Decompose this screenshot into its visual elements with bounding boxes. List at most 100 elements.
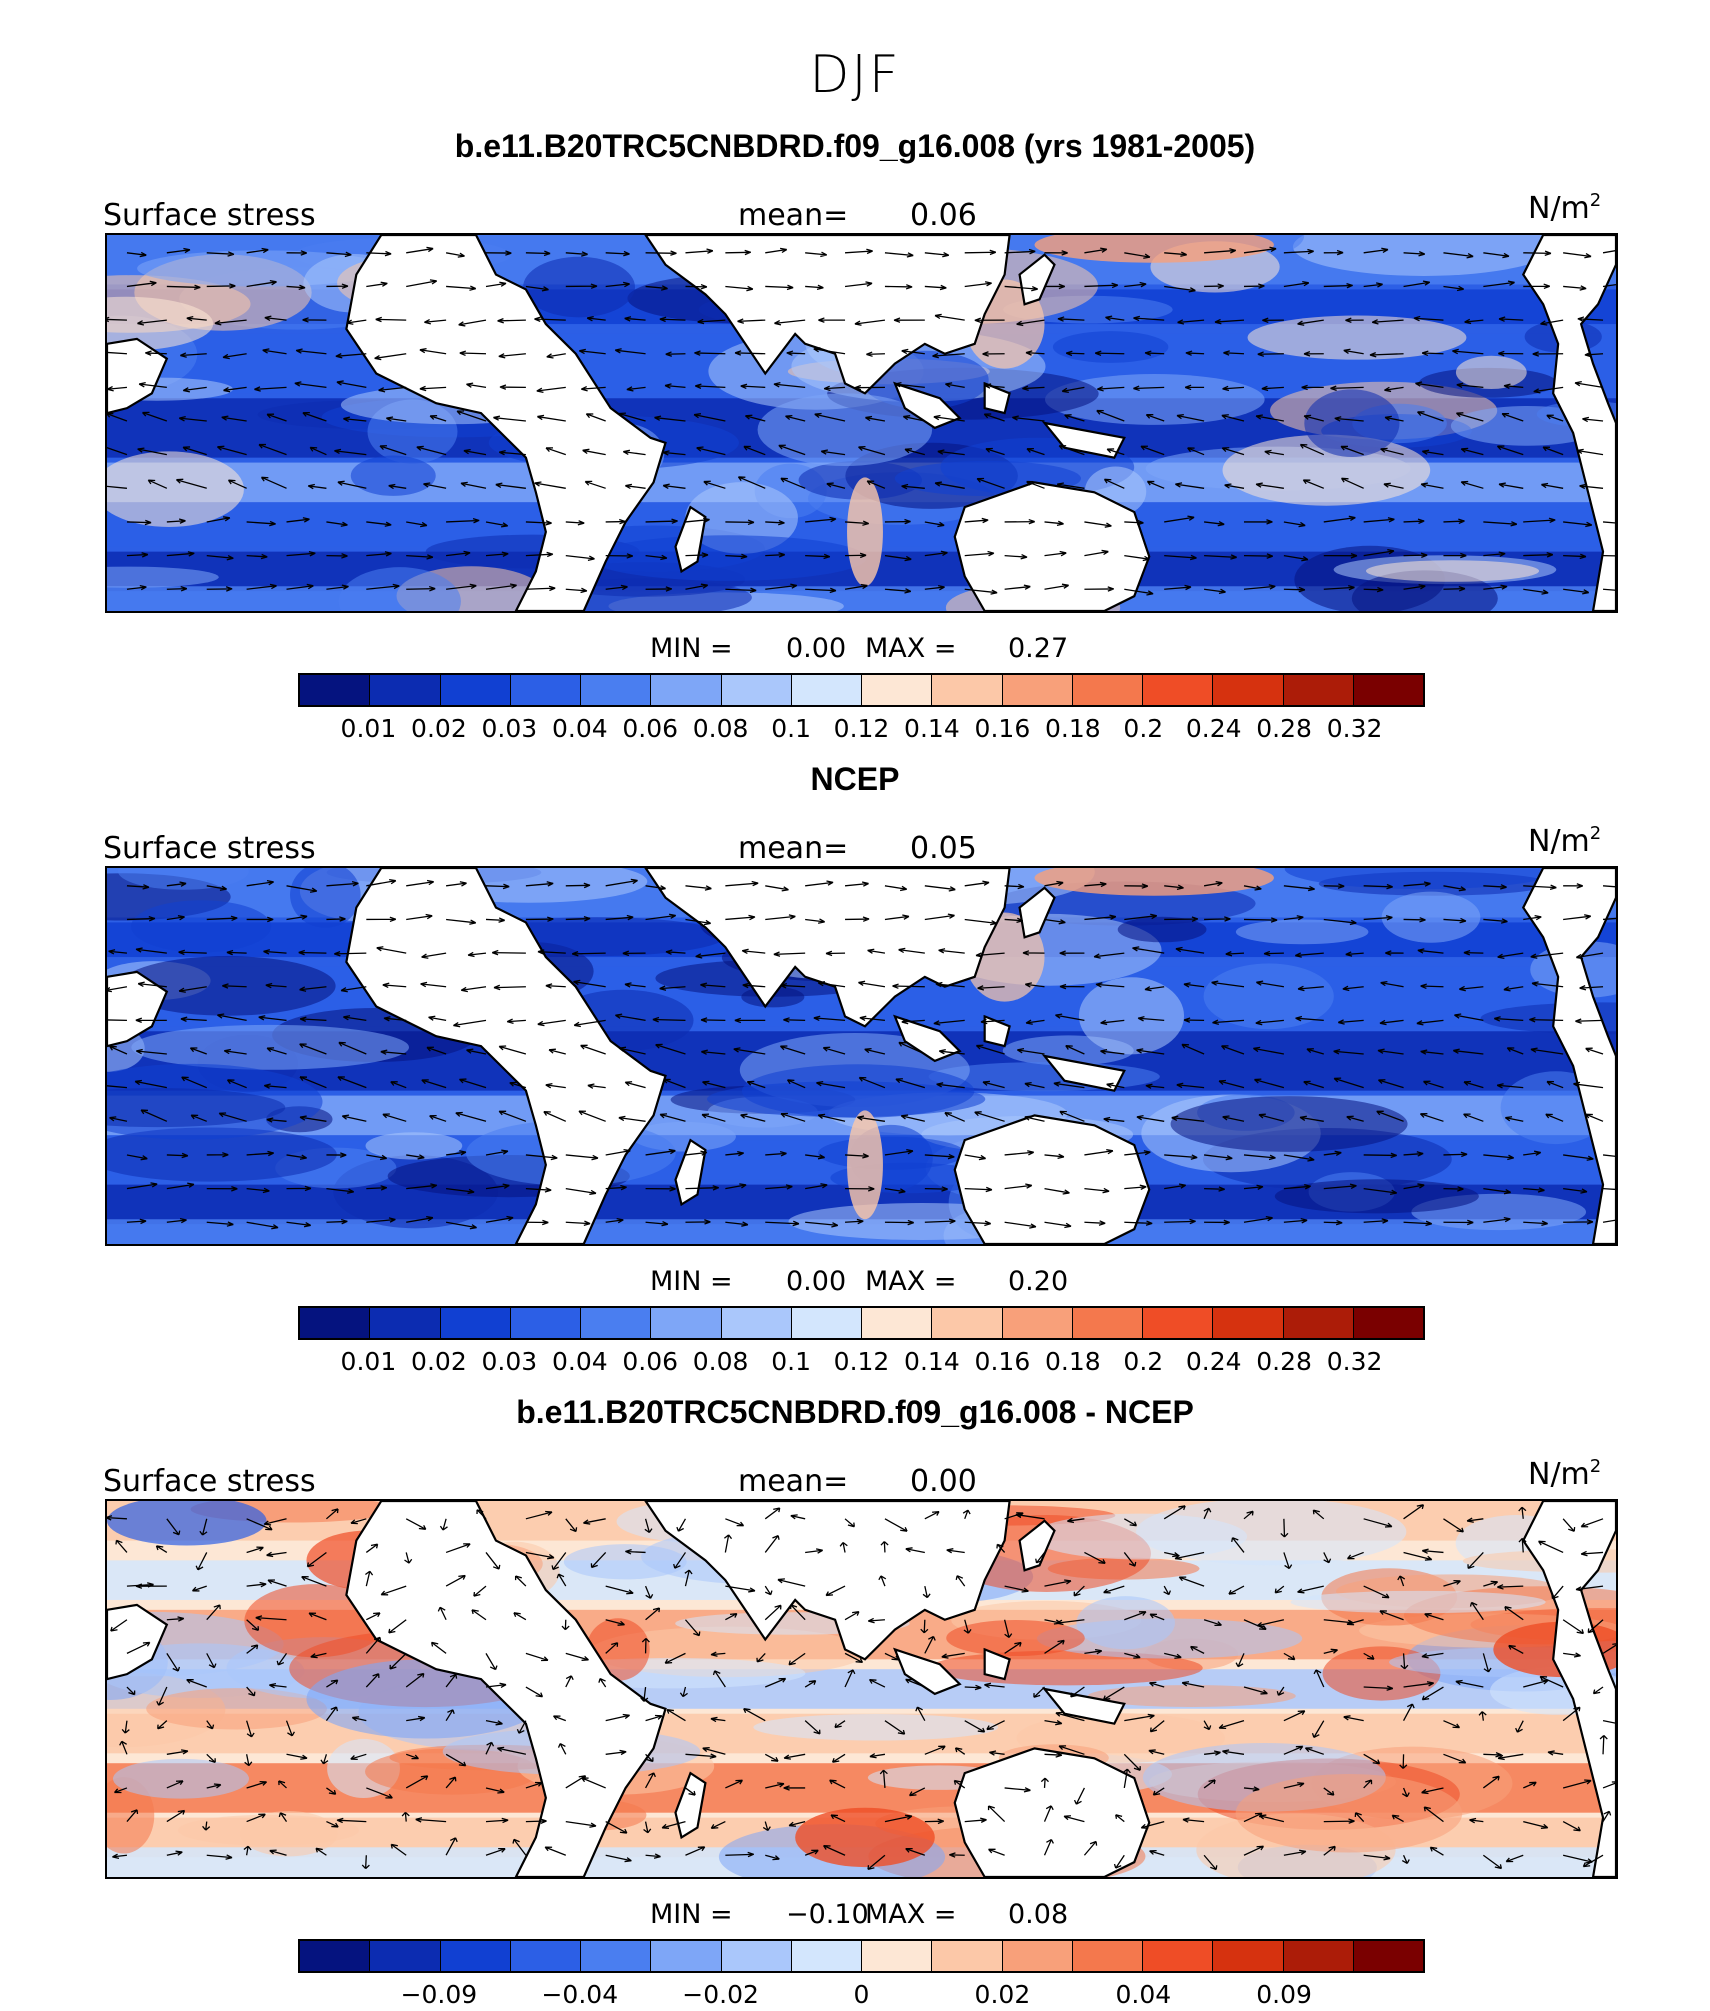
- colorbar-tick-label: 0.09: [1256, 1980, 1312, 2009]
- land-outline: [1018, 886, 1056, 939]
- colorbar-tick-label: 0.08: [692, 1347, 749, 1376]
- land-outline: [1041, 1687, 1126, 1725]
- colorbar-tick-label: 0.28: [1256, 1347, 1312, 1376]
- units-label: N/m2: [1528, 823, 1602, 859]
- land-outline: [983, 381, 1011, 415]
- colorbar-tick-label: 0.06: [622, 714, 679, 743]
- colorbar-tick-label: 0.16: [974, 1347, 1031, 1376]
- colorbar-swatch: [651, 675, 722, 705]
- figure-title: DJF: [809, 45, 901, 105]
- min-value: 0.00: [786, 633, 847, 664]
- colorbar-swatch: [581, 1941, 652, 1971]
- colorbar-tick-label: 0.1: [771, 714, 811, 743]
- mean-value: 0.05: [910, 831, 977, 866]
- colorbar-swatch: [581, 675, 652, 705]
- max-label: MAX =: [865, 633, 957, 664]
- colorbar-swatch: [721, 1308, 792, 1338]
- land-outline: [674, 1771, 707, 1840]
- colorbar-swatch: [510, 1941, 581, 1971]
- colorbar-tick-label: 0.2: [1123, 1347, 1164, 1376]
- colorbar-swatch: [1002, 1308, 1073, 1338]
- max-label: MAX =: [865, 1266, 957, 1297]
- colorbar-tick-label: 0.24: [1185, 1347, 1242, 1376]
- max-value: 0.27: [1008, 633, 1069, 664]
- colorbar-tick-label: 0: [853, 1980, 870, 2009]
- colorbar-tick-label: 0.03: [481, 1347, 538, 1376]
- colorbar-swatch: [1283, 1941, 1354, 1971]
- colorbar-swatch: [1143, 1941, 1214, 1971]
- land-outline: [983, 1647, 1011, 1681]
- mean-value: 0.00: [910, 1464, 977, 1499]
- colorbar-swatch: [440, 675, 511, 705]
- colorbar-swatch: [932, 675, 1003, 705]
- colorbar-tick-label: −0.02: [682, 1980, 759, 2009]
- colorbar-tick-label: 0.14: [904, 1347, 960, 1376]
- land-outline: [345, 868, 667, 1244]
- colorbar-swatch: [1283, 675, 1354, 705]
- colorbar-swatch: [721, 675, 792, 705]
- colorbar-swatch: [370, 675, 441, 705]
- colorbar-tick-label: −0.09: [400, 1980, 478, 2009]
- land-outline: [953, 1114, 1151, 1244]
- colorbar-tick-label: 0.18: [1044, 714, 1101, 743]
- colorbar-tick-label: 0.01: [340, 714, 397, 743]
- colorbar-tick-label: 0.12: [833, 714, 890, 743]
- colorbar-tick-label: 0.14: [904, 714, 960, 743]
- land-outline: [345, 1501, 667, 1877]
- land-outline: [1041, 1054, 1126, 1092]
- colorbar-tick-label: 0.02: [411, 1347, 467, 1376]
- colorbar-tick-label: 0.03: [481, 714, 538, 743]
- land-outline: [107, 970, 169, 1048]
- land-outline: [644, 868, 1011, 1028]
- colorbar-swatch: [510, 1308, 581, 1338]
- land-outline: [1521, 235, 1616, 611]
- land-outline: [107, 337, 169, 415]
- map-plot: [105, 1499, 1618, 1879]
- colorbar-swatch: [932, 1308, 1003, 1338]
- colorbar-swatch: [791, 675, 862, 705]
- units-label: N/m2: [1528, 1456, 1602, 1492]
- min-label: MIN =: [650, 1266, 733, 1297]
- colorbar-swatch: [1213, 1308, 1284, 1338]
- colorbar-swatch: [1002, 1941, 1073, 1971]
- colorbar-swatch: [1072, 1941, 1143, 1971]
- colorbar-swatch: [932, 1941, 1003, 1971]
- units-label: N/m2: [1528, 190, 1602, 226]
- colorbar-swatch: [791, 1308, 862, 1338]
- colorbar: [298, 1939, 1425, 1973]
- colorbar-swatch: [1002, 675, 1073, 705]
- colorbar-tick-label: 0.08: [692, 714, 749, 743]
- colorbar-tick-label: 0.12: [833, 1347, 890, 1376]
- colorbar-swatch: [1353, 675, 1423, 705]
- colorbar-tick-label: 0.32: [1326, 714, 1383, 743]
- land-outline: [1041, 421, 1126, 459]
- colorbar-tick-label: 0.04: [551, 1347, 608, 1376]
- colorbar-tick-label: 0.01: [340, 1347, 397, 1376]
- colorbar-tick-label: 0.28: [1256, 714, 1312, 743]
- panel-title: b.e11.B20TRC5CNBDRD.f09_g16.008 - NCEP: [516, 1394, 1194, 1430]
- colorbar-swatch: [300, 1308, 371, 1338]
- land-outline: [345, 235, 667, 611]
- colorbar-swatch: [510, 675, 581, 705]
- mean-label: mean=: [738, 1464, 849, 1499]
- colorbar-swatch: [1213, 1941, 1284, 1971]
- colorbar-swatch: [1353, 1941, 1423, 1971]
- max-value: 0.20: [1008, 1266, 1069, 1297]
- wind-vectors: [107, 1504, 1616, 1871]
- colorbar-tick-label: 0.16: [974, 714, 1031, 743]
- colorbar: [298, 1306, 1425, 1340]
- colorbar-tick-label: 0.02: [974, 1980, 1031, 2009]
- colorbar-swatch: [581, 1308, 652, 1338]
- colorbar-tick-label: 0.24: [1185, 714, 1242, 743]
- colorbar-tick-label: 0.32: [1326, 1347, 1383, 1376]
- land-outline: [953, 481, 1151, 611]
- colorbar-swatch: [862, 675, 933, 705]
- colorbar-tick-label: 0.06: [622, 1347, 679, 1376]
- colorbar-swatch: [791, 1941, 862, 1971]
- map-plot: [105, 866, 1618, 1246]
- colorbar-swatch: [1072, 1308, 1143, 1338]
- wind-vectors: [107, 246, 1616, 596]
- land-outline: [893, 1647, 962, 1696]
- colorbar-swatch: [1143, 1308, 1214, 1338]
- colorbar-swatch: [1283, 1308, 1354, 1338]
